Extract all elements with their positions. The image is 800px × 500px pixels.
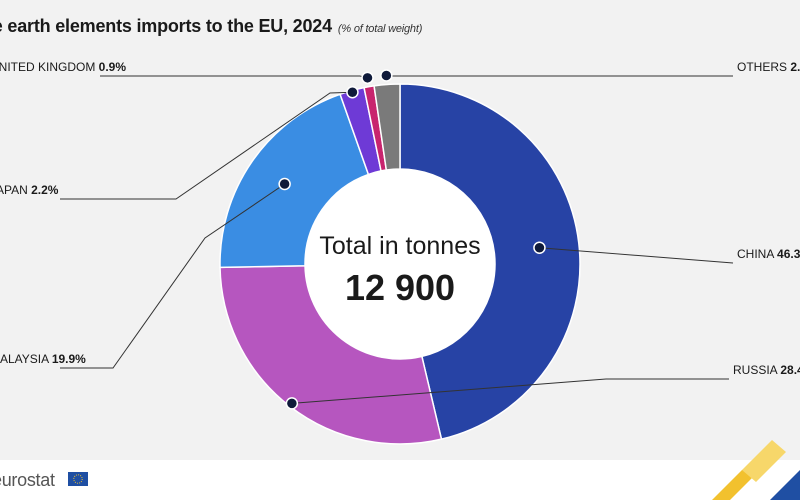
title-bar: re earth elements imports to the EU, 202… xyxy=(0,0,800,58)
slice-label-value: 2.2% xyxy=(31,183,59,197)
leader-dot-malaysia xyxy=(278,177,291,191)
slice-label-united-kingdom: UNITED KINGDOM 0.9% xyxy=(0,60,126,74)
leader-line-china xyxy=(539,247,734,264)
leader-dot-china xyxy=(533,241,546,254)
leader-dot-japan xyxy=(346,86,359,99)
slice-label-others: OTHERS 2.3 xyxy=(737,60,800,74)
chart-title: re earth elements imports to the EU, 202… xyxy=(0,16,422,37)
slice-label-value: 2.3 xyxy=(790,60,800,74)
leader-lines xyxy=(60,69,734,410)
leader-line-russia xyxy=(291,378,729,404)
leader-dot-others xyxy=(380,69,393,82)
leader-line-japan xyxy=(60,91,353,200)
slice-label-name: UNITED KINGDOM xyxy=(0,60,99,74)
center-label: Total in tonnes xyxy=(319,232,480,260)
slice-label-name: JAPAN xyxy=(0,183,31,197)
eu-flag-icon xyxy=(68,472,88,486)
eurostat-logo: eurostat xyxy=(0,470,55,490)
leader-line-malaysia xyxy=(60,183,285,369)
slice-label-japan: JAPAN 2.2% xyxy=(0,183,59,197)
slice-labels: CHINA 46.3 RUSSIA 28.4 MALAYSIA 19.9% JAPAN… xyxy=(0,60,800,377)
leader-dot-russia xyxy=(285,397,299,410)
slice-label-china: CHINA 46.3 xyxy=(737,247,800,261)
slice-label-value: 46.3 xyxy=(777,247,800,261)
slice-label-malaysia: MALAYSIA 19.9% xyxy=(0,352,86,366)
slice-label-name: MALAYSIA xyxy=(0,352,52,366)
leader-dot-united-kingdom xyxy=(361,71,374,85)
slice-label-name: RUSSIA xyxy=(733,363,780,377)
slice-label-name: CHINA xyxy=(737,247,777,261)
chart-subtitle: (% of total weight) xyxy=(337,23,423,35)
donut-slices xyxy=(219,83,581,445)
chart-title-text: re earth elements imports to the EU, 202… xyxy=(0,16,332,36)
slice-label-name: OTHERS xyxy=(737,60,790,74)
slice-label-value: 19.9% xyxy=(52,352,86,366)
center-value: 12 900 xyxy=(345,267,455,308)
leader-line-others xyxy=(386,74,733,77)
footer: eurostat xyxy=(0,460,800,500)
slice-label-value: 28.4 xyxy=(780,363,800,377)
slice-label-russia: RUSSIA 28.4 xyxy=(733,363,800,377)
slice-label-value: 0.9% xyxy=(99,60,127,74)
donut-hole xyxy=(305,169,495,359)
leader-line-united-kingdom xyxy=(100,75,368,79)
